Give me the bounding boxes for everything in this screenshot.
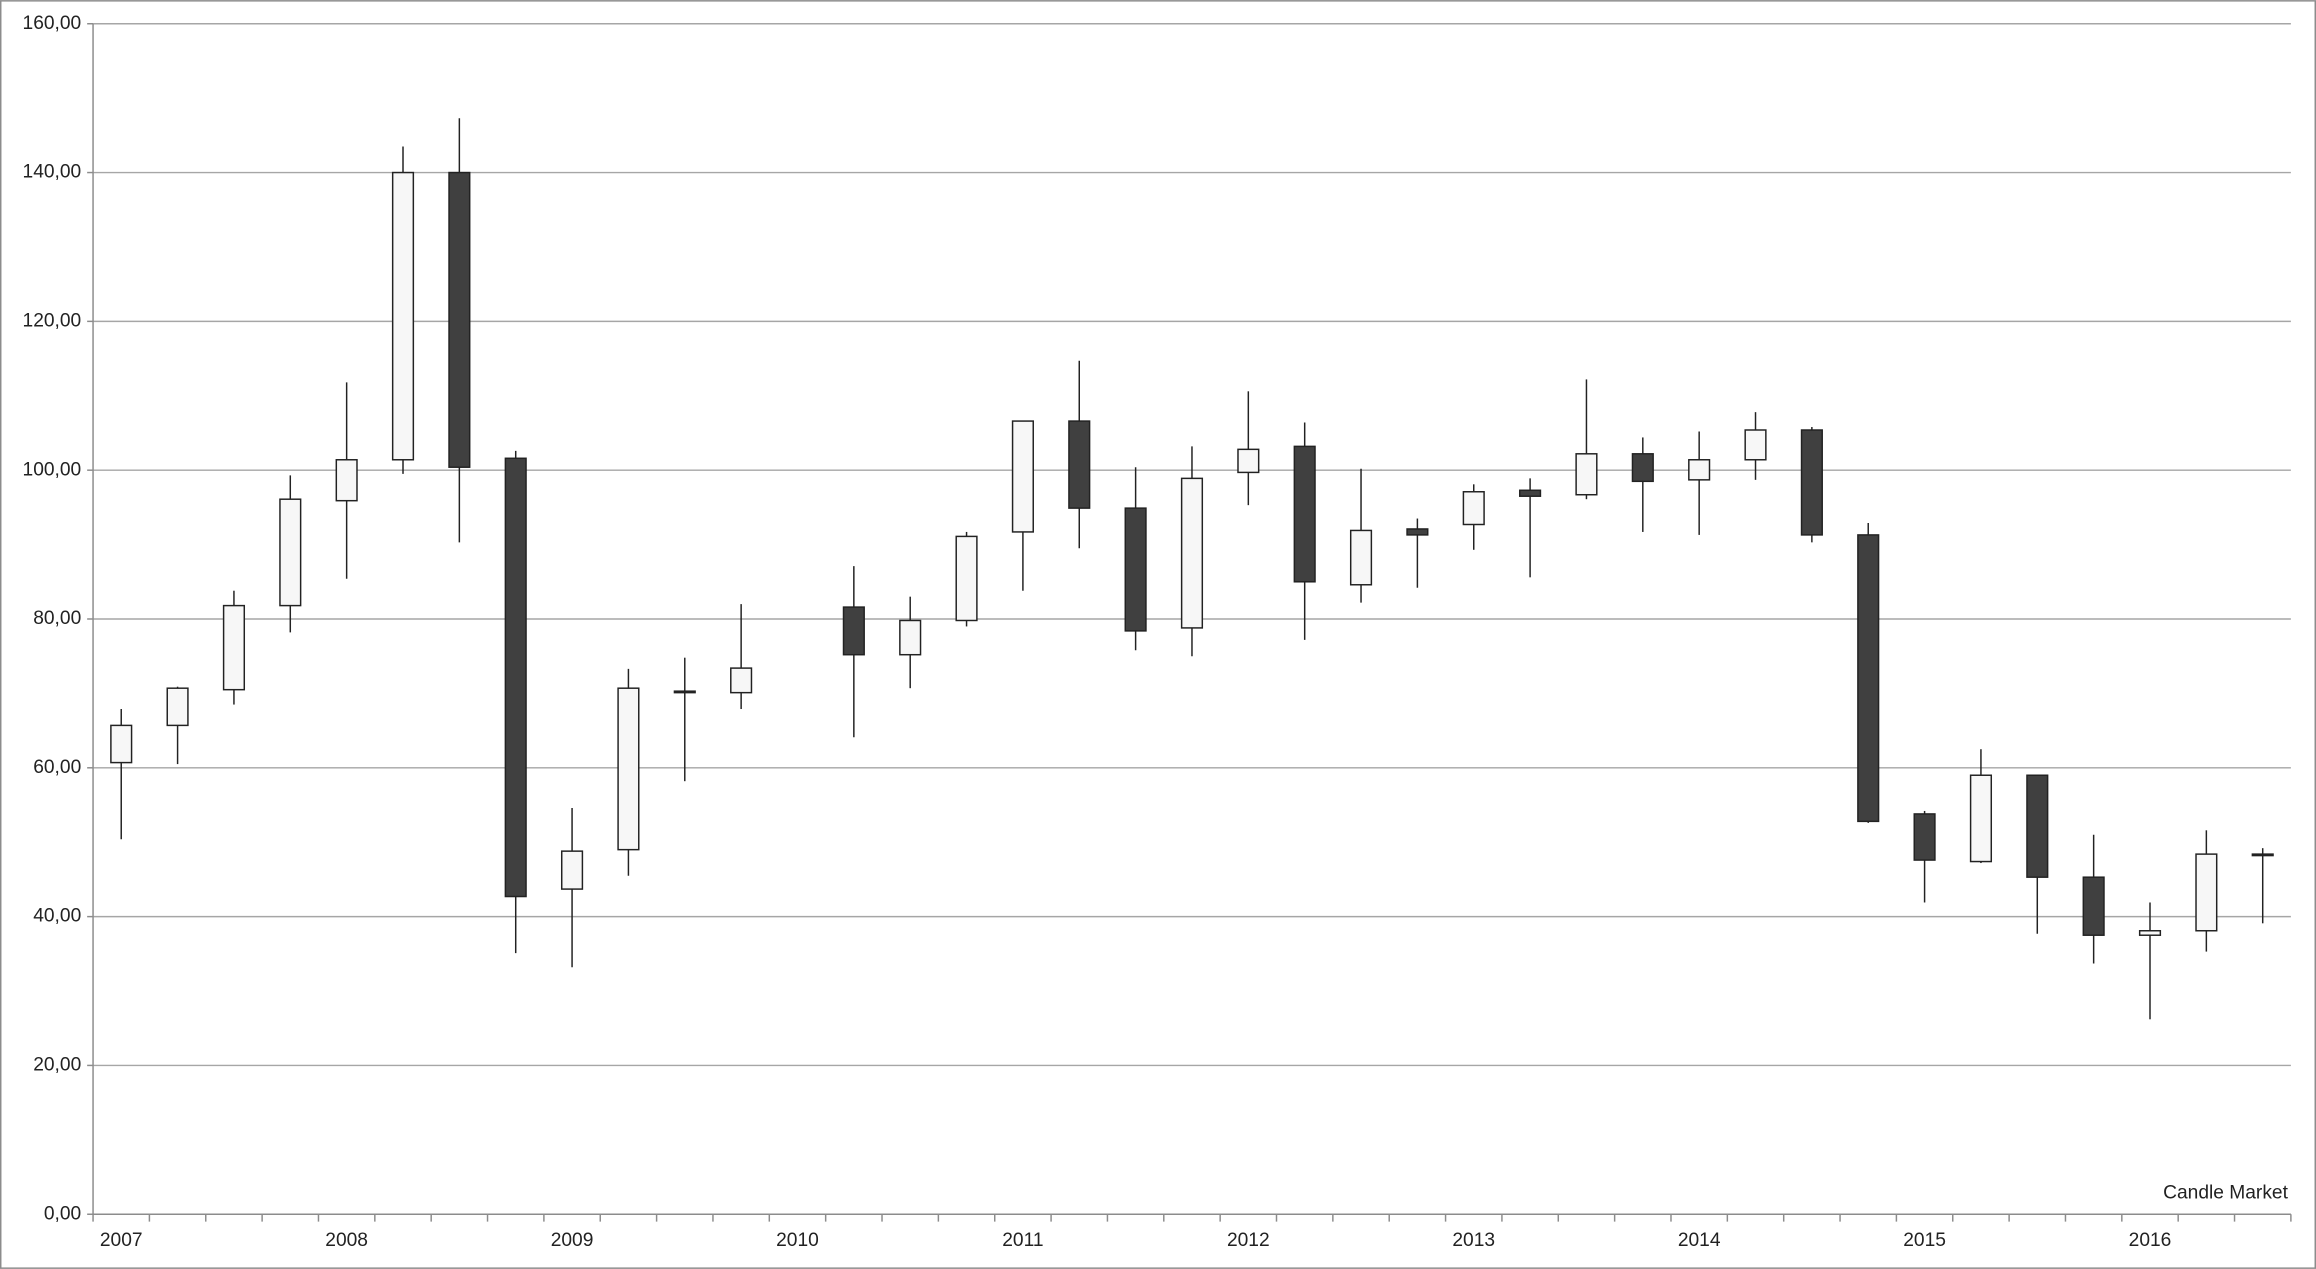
candle-body [2138, 930, 2162, 936]
candle-body [1744, 429, 1767, 461]
candle-body [1293, 445, 1316, 583]
candle-body [448, 171, 471, 468]
candle-body [842, 606, 865, 656]
candle-body [899, 619, 922, 656]
x-tick-label: 2015 [1903, 1230, 1946, 1251]
candle-body [222, 604, 246, 691]
candle-body [1519, 489, 1542, 497]
candle-body [1857, 534, 1880, 823]
y-tick-label: 140,00 [23, 162, 82, 183]
candle-body [673, 690, 696, 694]
candle-body [2195, 853, 2218, 932]
candle-body [730, 667, 753, 694]
y-tick-label: 120,00 [23, 310, 82, 331]
x-tick-label: 2010 [776, 1230, 819, 1251]
candle-body [1180, 477, 1204, 629]
y-tick-label: 100,00 [23, 459, 82, 480]
candle-body [1575, 453, 1598, 496]
candle-body [391, 171, 415, 461]
annotation: Candle Market [2163, 1183, 2288, 1204]
candle-body [2026, 774, 2049, 878]
candle-body [1068, 420, 1091, 509]
y-tick-label: 40,00 [33, 906, 81, 927]
y-tick-label: 20,00 [33, 1055, 81, 1076]
candle-body [617, 687, 640, 851]
x-tick-label: 2009 [551, 1230, 594, 1251]
candle-body [335, 459, 358, 502]
y-tick-label: 160,00 [23, 13, 82, 34]
x-tick-label: 2013 [1452, 1230, 1495, 1251]
x-tick-label: 2016 [2129, 1230, 2172, 1251]
candle-body [110, 724, 133, 764]
candle-body [2251, 853, 2274, 857]
candle-body [560, 850, 584, 890]
x-tick-label: 2011 [1002, 1230, 1043, 1251]
x-tick-label: 2014 [1678, 1230, 1721, 1251]
candle-body [1800, 429, 1823, 536]
x-tick-label: 2008 [325, 1230, 368, 1251]
y-tick-label: 60,00 [33, 757, 81, 778]
candle-body [1011, 420, 1034, 533]
candle-body [1969, 774, 1993, 863]
candle-body [504, 457, 527, 898]
candle-body [2082, 876, 2105, 936]
candle-body [1406, 528, 1429, 536]
y-tick-label: 80,00 [33, 608, 81, 629]
x-tick-label: 2007 [100, 1230, 143, 1251]
candle-body [1237, 448, 1260, 474]
candle-body [1462, 491, 1485, 526]
y-tick-label: 0,00 [44, 1203, 81, 1224]
candle-body [1688, 459, 1711, 481]
candle-body [1631, 453, 1654, 483]
x-tick-label: 2012 [1227, 1230, 1270, 1251]
candle-body [1913, 813, 1936, 861]
candle-body [1124, 507, 1147, 632]
candle-body [955, 535, 978, 622]
candle-body [166, 687, 189, 727]
candle-body [279, 498, 302, 607]
candle-body [1349, 529, 1373, 586]
